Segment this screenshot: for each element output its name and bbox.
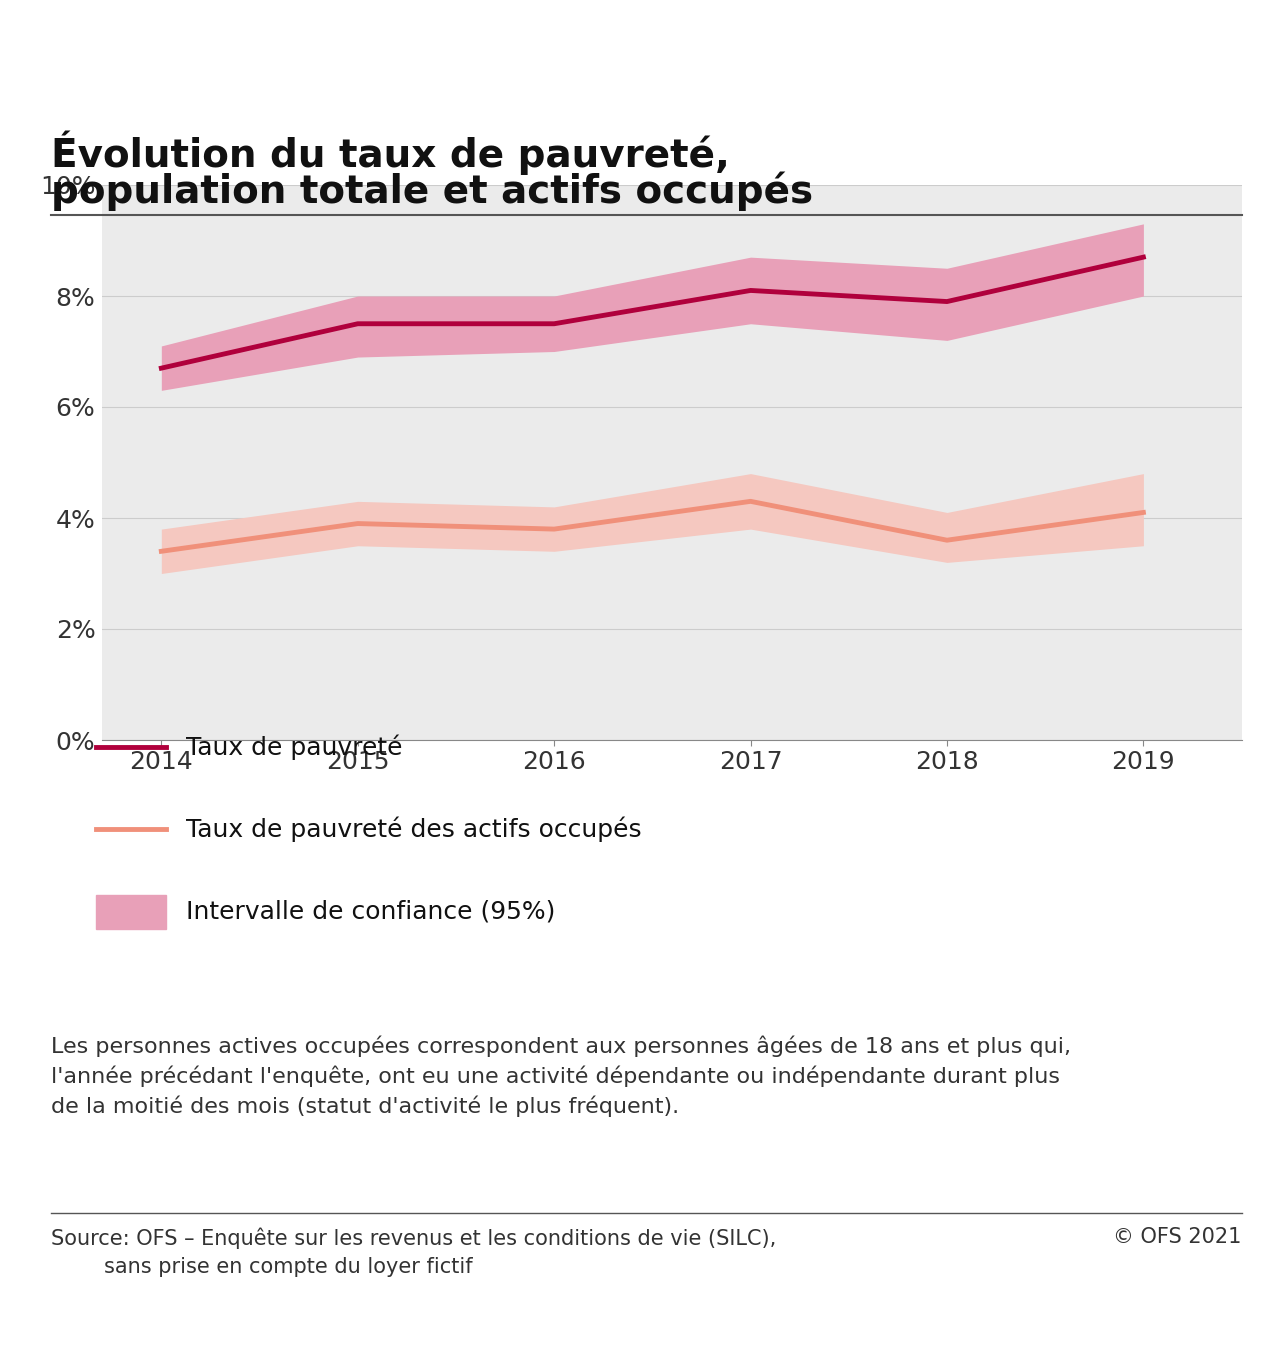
Text: © OFS 2021: © OFS 2021 xyxy=(1114,1227,1242,1248)
Text: Évolution du taux de pauvreté,: Évolution du taux de pauvreté, xyxy=(51,130,730,174)
Text: Taux de pauvreté: Taux de pauvreté xyxy=(186,735,402,760)
Text: Intervalle de confiance (95%): Intervalle de confiance (95%) xyxy=(186,899,556,924)
Text: Taux de pauvreté des actifs occupés: Taux de pauvreté des actifs occupés xyxy=(186,817,641,842)
Text: Source: OFS – Enquête sur les revenus et les conditions de vie (SILC),
        s: Source: OFS – Enquête sur les revenus et… xyxy=(51,1227,777,1276)
Text: population totale et actifs occupés: population totale et actifs occupés xyxy=(51,171,813,211)
Text: Les personnes actives occupées correspondent aux personnes âgées de 18 ans et pl: Les personnes actives occupées correspon… xyxy=(51,1035,1071,1117)
